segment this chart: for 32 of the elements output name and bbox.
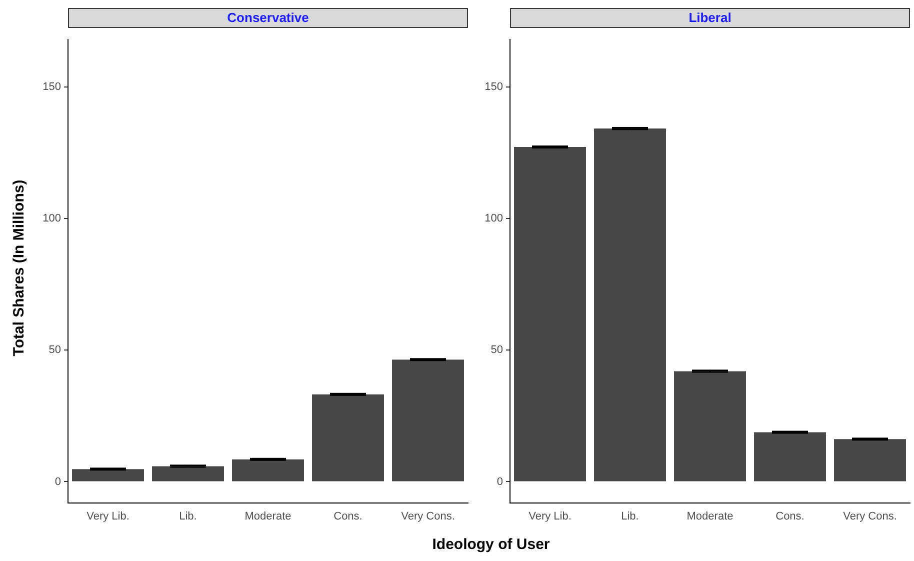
x-tick-label: Lib. — [179, 510, 197, 522]
x-tick-label: Moderate — [244, 510, 292, 522]
x-tick-label: Lib. — [621, 510, 639, 522]
x-tick-label: Very Cons. — [843, 510, 897, 522]
bar — [754, 432, 826, 482]
bar — [72, 469, 144, 482]
bar — [312, 394, 384, 482]
x-axis-title: Ideology of User — [431, 536, 551, 553]
x-tick-label: Very Cons. — [401, 510, 455, 522]
bar — [594, 128, 666, 482]
x-tick-label: Cons. — [334, 510, 362, 522]
x-tick-label: Cons. — [776, 510, 804, 522]
y-tick-label: 150 — [484, 81, 503, 94]
y-tick-label: 100 — [42, 212, 61, 225]
bar — [834, 439, 906, 482]
chart-title: Conservative — [68, 8, 468, 28]
x-tick-label: Moderate — [686, 510, 734, 522]
y-tick-label: 0 — [496, 476, 503, 488]
y-tick-label: 150 — [42, 81, 61, 94]
bar — [674, 371, 746, 482]
bar — [514, 146, 586, 482]
x-tick-label: Very Lib. — [528, 510, 572, 522]
x-tick-label: Very Lib. — [86, 510, 130, 522]
bar — [152, 466, 224, 482]
bar — [232, 459, 304, 482]
y-axis-title: Total Shares (In Millions) — [10, 180, 28, 356]
bar — [392, 360, 464, 482]
y-tick-label: 50 — [48, 344, 61, 356]
y-tick-label: 0 — [54, 476, 61, 488]
chart-title: Liberal — [510, 8, 910, 28]
y-tick-label: 100 — [484, 212, 503, 225]
y-tick-label: 50 — [490, 344, 503, 356]
